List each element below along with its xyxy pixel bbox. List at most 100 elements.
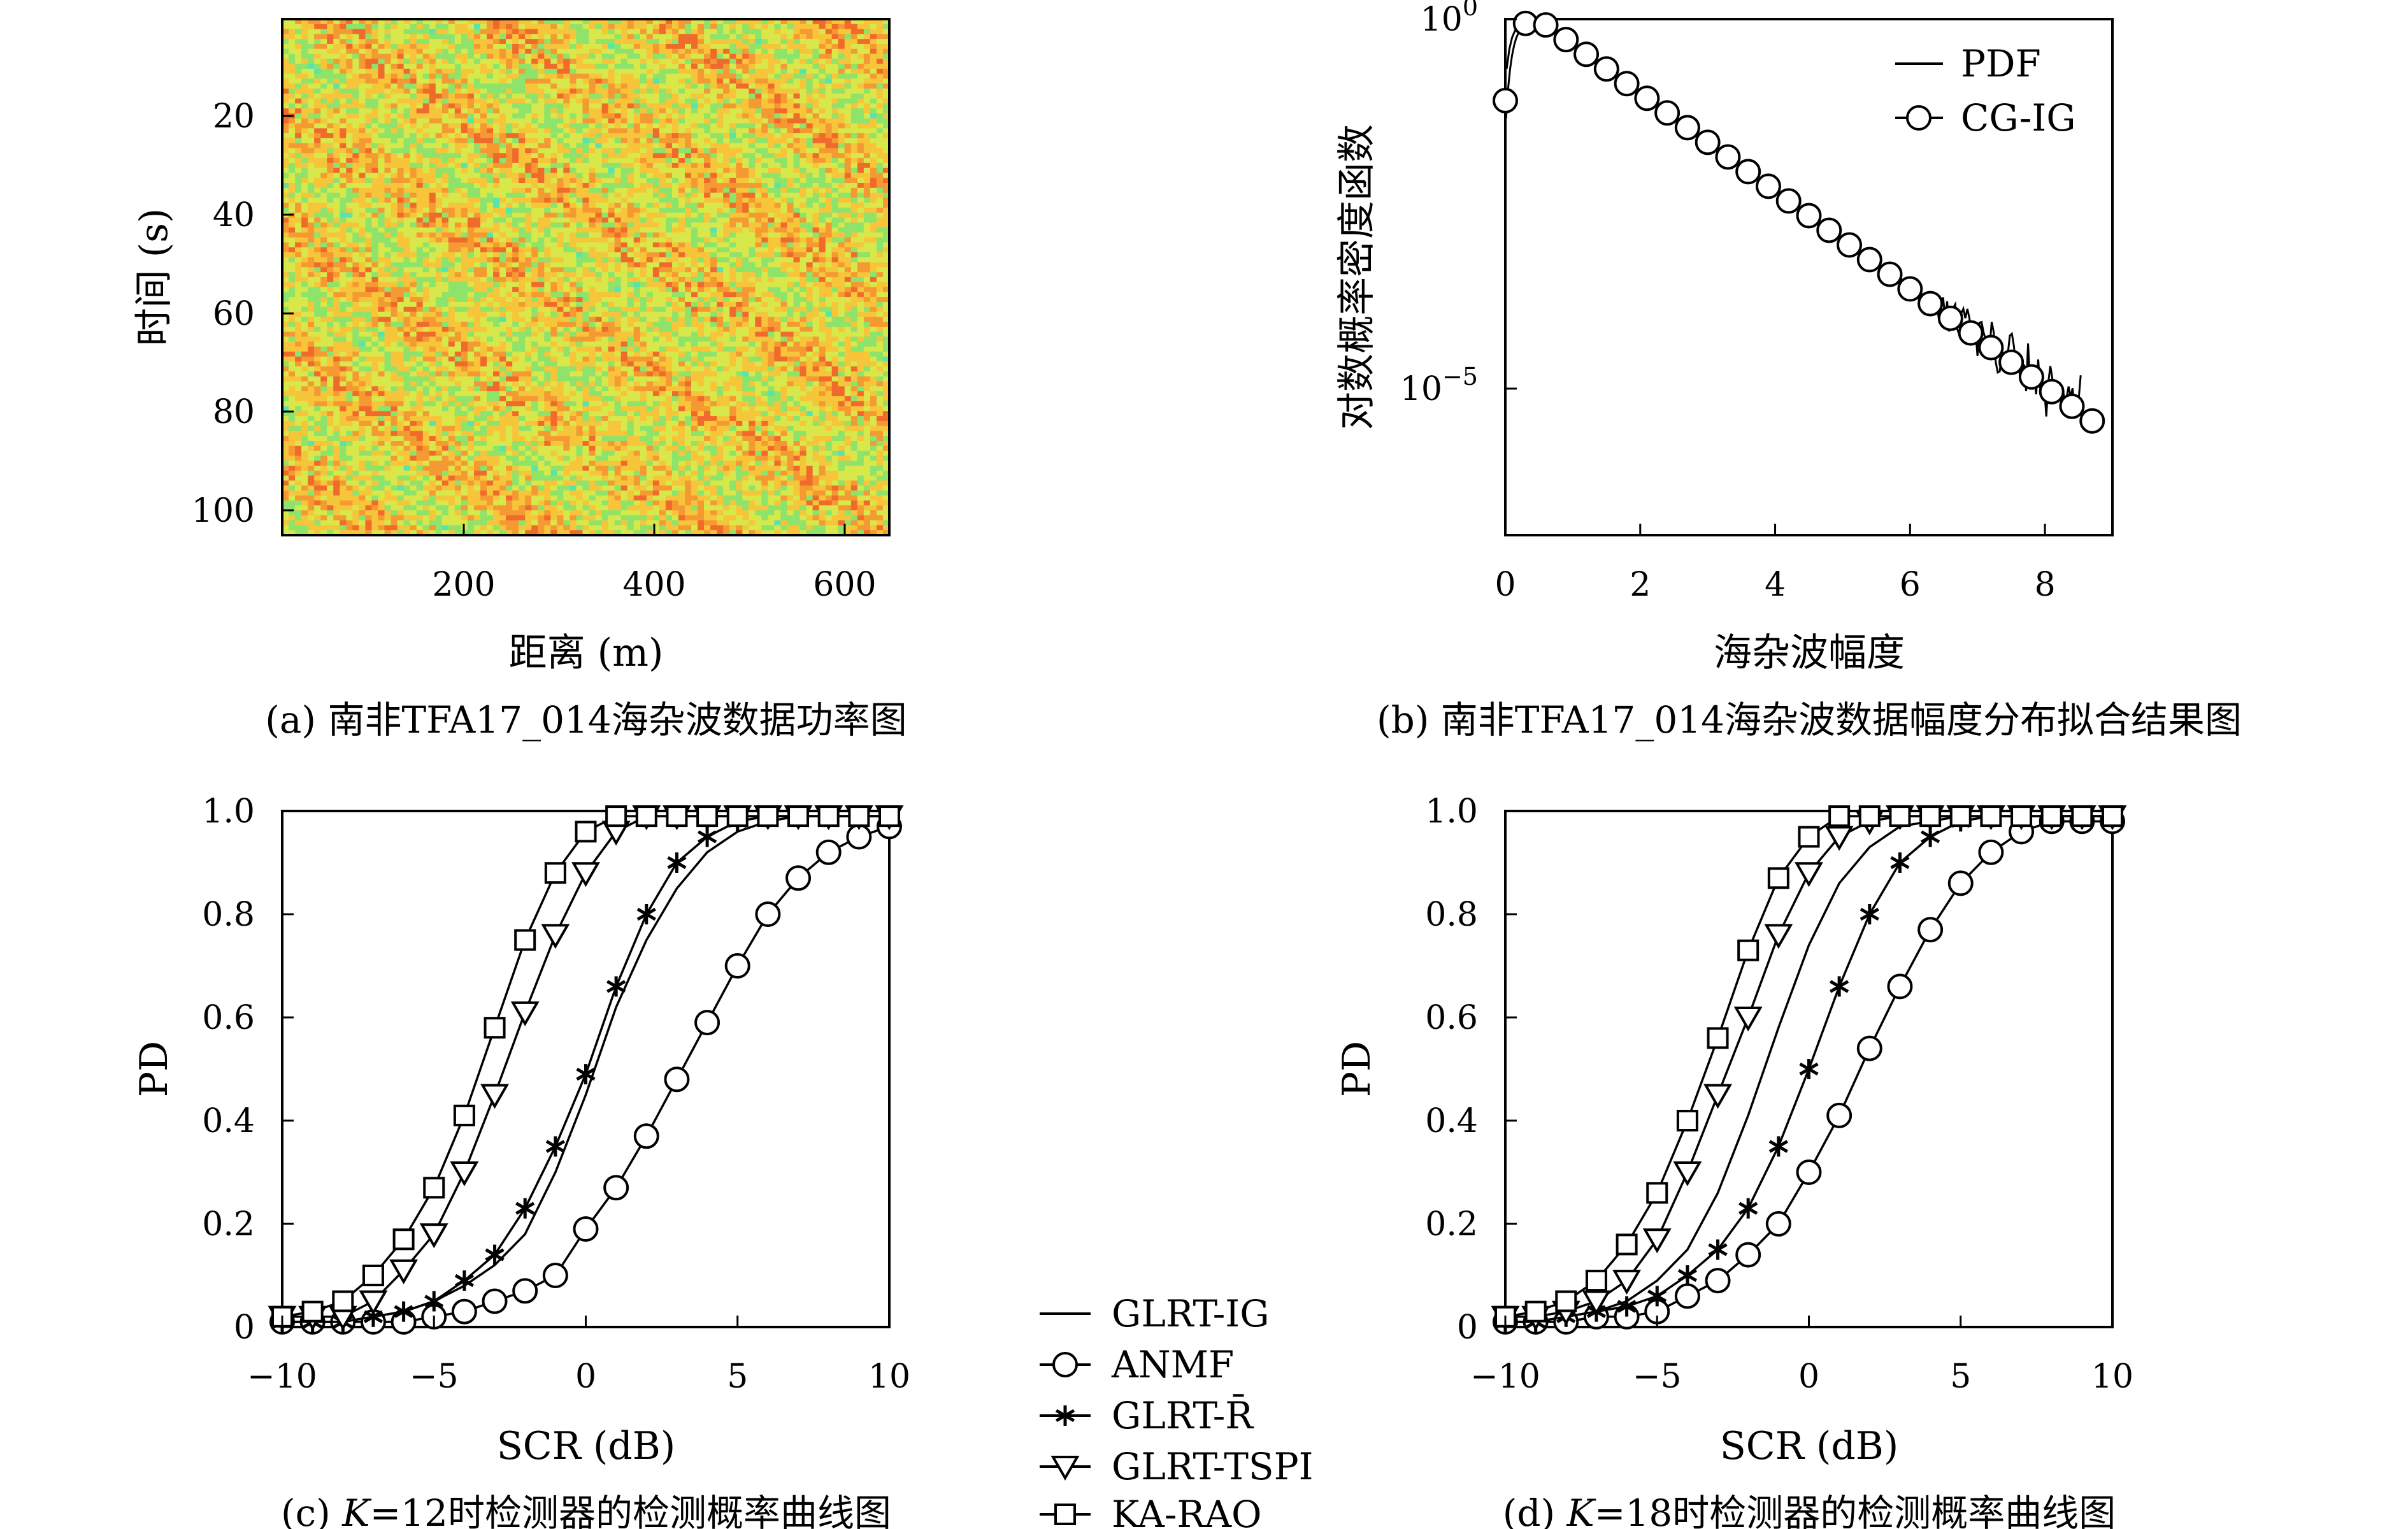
heatmap-cell bbox=[480, 54, 487, 59]
heatmap-cell bbox=[640, 78, 647, 84]
heatmap-cell bbox=[850, 108, 858, 114]
heatmap-cell bbox=[365, 148, 373, 154]
heatmap-cell bbox=[454, 73, 462, 80]
heatmap-cell bbox=[403, 183, 411, 189]
heatmap-cell bbox=[812, 123, 820, 129]
heatmap-cell bbox=[768, 168, 775, 174]
heatmap-cell bbox=[525, 158, 532, 164]
heatmap-cell bbox=[640, 183, 647, 189]
heatmap-cell bbox=[403, 128, 411, 134]
heatmap-cell bbox=[742, 192, 749, 198]
heatmap-cell bbox=[506, 178, 513, 183]
heatmap-cell bbox=[519, 113, 526, 119]
heatmap-cell bbox=[774, 262, 782, 268]
heatmap-cell bbox=[340, 237, 347, 243]
heatmap-cell bbox=[422, 128, 430, 134]
heatmap-cell bbox=[844, 272, 852, 278]
heatmap-cells bbox=[282, 19, 890, 536]
heatmap-cell bbox=[640, 257, 647, 263]
heatmap-cell bbox=[863, 203, 871, 208]
heatmap-cell bbox=[780, 158, 788, 164]
heatmap-cell bbox=[627, 173, 634, 178]
heatmap-cell bbox=[499, 217, 506, 223]
heatmap-cell bbox=[467, 277, 475, 283]
heatmap-cell bbox=[768, 217, 775, 223]
heatmap-cell bbox=[838, 83, 845, 89]
heatmap-cell bbox=[378, 252, 385, 258]
heatmap-cell bbox=[684, 29, 692, 34]
heatmap-cell bbox=[659, 212, 666, 219]
heatmap-cell bbox=[620, 29, 628, 34]
heatmap-cell bbox=[850, 68, 858, 75]
heatmap-cell bbox=[595, 123, 603, 129]
heatmap-cell bbox=[620, 48, 628, 55]
heatmap-cell bbox=[780, 108, 788, 114]
heatmap-cell bbox=[461, 207, 468, 213]
heatmap-cell bbox=[441, 153, 449, 159]
heatmap-cell bbox=[391, 83, 398, 89]
heatmap-cell bbox=[512, 227, 519, 233]
heatmap-cell bbox=[550, 257, 557, 263]
heatmap-cell bbox=[857, 203, 864, 208]
heatmap-cell bbox=[327, 227, 334, 233]
heatmap-cell bbox=[799, 19, 807, 25]
heatmap-cell bbox=[819, 78, 826, 84]
heatmap-cell bbox=[576, 232, 584, 238]
heatmap-cell bbox=[461, 24, 468, 30]
heatmap-cell bbox=[850, 162, 858, 169]
heatmap-cell bbox=[320, 93, 327, 99]
heatmap-cell bbox=[633, 158, 641, 164]
heatmap-cell bbox=[410, 29, 417, 34]
heatmap-cell bbox=[289, 143, 296, 149]
heatmap-cell bbox=[633, 54, 641, 59]
heatmap-cell bbox=[838, 103, 845, 109]
heatmap-cell bbox=[473, 34, 481, 39]
heatmap-cell bbox=[627, 267, 634, 273]
heatmap-cell bbox=[289, 83, 296, 89]
heatmap-cell bbox=[563, 133, 571, 139]
heatmap-cell bbox=[320, 89, 327, 94]
heatmap-cell bbox=[838, 34, 845, 39]
heatmap-cell bbox=[340, 68, 347, 75]
heatmap-cell bbox=[391, 93, 398, 99]
heatmap-cell bbox=[493, 34, 500, 39]
heatmap-cell bbox=[397, 118, 405, 124]
heatmap-cell bbox=[614, 262, 622, 268]
heatmap-cell bbox=[652, 24, 660, 30]
heatmap-cell bbox=[525, 232, 532, 238]
heatmap-cell bbox=[493, 277, 500, 283]
heatmap-cell bbox=[467, 203, 475, 208]
heatmap-cell bbox=[646, 148, 654, 154]
heatmap-cell bbox=[614, 39, 622, 45]
heatmap-cell bbox=[506, 93, 513, 99]
heatmap-cell bbox=[582, 192, 590, 198]
heatmap-cell bbox=[314, 108, 321, 114]
heatmap-cell bbox=[327, 162, 334, 169]
heatmap-cell bbox=[441, 89, 449, 94]
heatmap-cell bbox=[550, 232, 557, 238]
heatmap-cell bbox=[755, 143, 762, 149]
heatmap-cell bbox=[333, 232, 340, 238]
heatmap-cell bbox=[589, 197, 596, 203]
heatmap-cell bbox=[506, 277, 513, 283]
heatmap-cell bbox=[384, 257, 392, 263]
heatmap-cell bbox=[563, 59, 571, 64]
heatmap-cell bbox=[825, 24, 833, 30]
heatmap-cell bbox=[410, 148, 417, 154]
heatmap-cell bbox=[620, 78, 628, 84]
heatmap-cell bbox=[410, 39, 417, 45]
heatmap-cell bbox=[780, 113, 788, 119]
heatmap-cell bbox=[467, 29, 475, 34]
heatmap-cell bbox=[378, 257, 385, 263]
heatmap-cell bbox=[863, 128, 871, 134]
heatmap-cell bbox=[519, 168, 526, 174]
heatmap-cell bbox=[359, 59, 366, 64]
heatmap-cell bbox=[646, 232, 654, 238]
heatmap-cell bbox=[831, 232, 839, 238]
heatmap-cell bbox=[665, 93, 673, 99]
heatmap-cell bbox=[525, 227, 532, 233]
heatmap-cell bbox=[640, 153, 647, 159]
heatmap-cell bbox=[403, 267, 411, 273]
heatmap-cell bbox=[806, 89, 813, 94]
heatmap-cell bbox=[671, 247, 679, 253]
